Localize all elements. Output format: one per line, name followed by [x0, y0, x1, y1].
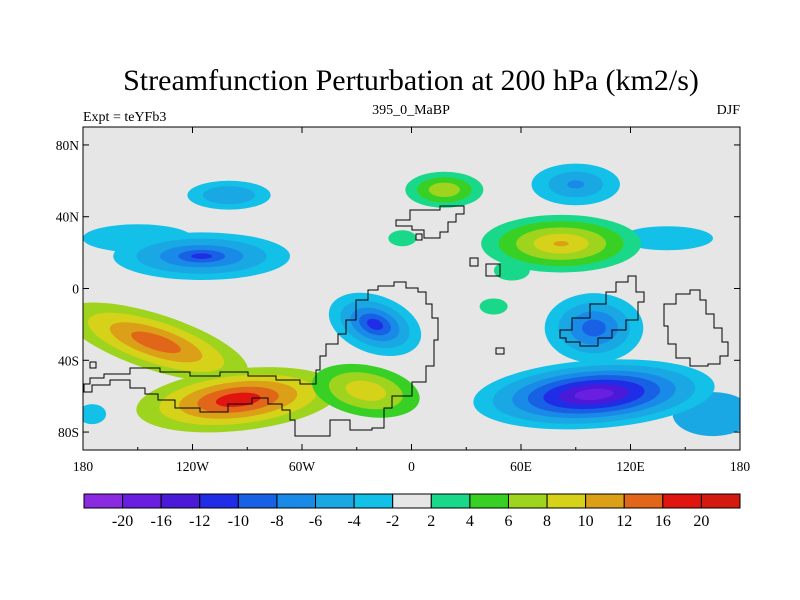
- coastlines: [83, 205, 729, 437]
- contour-level--6: [567, 180, 585, 189]
- colorbar-label: -8: [270, 513, 283, 530]
- contour-north-atlantic-negative: [328, 292, 422, 357]
- x-tick-label: 120W: [176, 459, 209, 474]
- coastline-island-5: [89, 361, 97, 369]
- contour-asia-positive: [481, 214, 642, 273]
- colorbar-swatch: [585, 493, 625, 509]
- contour-band-6: [388, 230, 417, 247]
- contour-band-3: [83, 404, 107, 425]
- colorbar-swatch: [199, 493, 239, 509]
- colorbar-label: -6: [309, 513, 322, 530]
- coastline-island-1: [469, 257, 479, 267]
- x-tick-label: 180: [73, 459, 94, 474]
- colorbar-swatch: [430, 493, 471, 509]
- y-tick-label: 40S: [58, 353, 79, 368]
- contour-level--8: [582, 319, 606, 337]
- x-tick-label: 60W: [289, 459, 316, 474]
- colorbar-label: 8: [543, 513, 551, 530]
- colorbar-label: -20: [112, 513, 133, 530]
- colorbar-swatch: [623, 493, 664, 509]
- y-tick-label: 80S: [58, 425, 79, 440]
- contour-level--16: [574, 388, 614, 401]
- contour-level-12: [131, 331, 181, 354]
- colorbar-label: 20: [693, 513, 709, 530]
- experiment-label: Expt = teYFb3: [83, 110, 166, 125]
- colorbar-label: 16: [655, 513, 671, 530]
- x-tick-label: 120E: [616, 459, 645, 474]
- colorbar-label: -12: [189, 513, 210, 530]
- y-tick-label: 80N: [56, 138, 80, 153]
- y-tick-label: 40N: [56, 210, 80, 225]
- coastline-island-3: [415, 233, 423, 241]
- colorbar-swatch: [83, 493, 124, 509]
- contour-level-10: [553, 240, 569, 247]
- colorbar: -20 -16 -12 -10 -8 -6 -4 -2 2 4 6 8 10 12 16 20: [83, 493, 741, 530]
- contour-south-pacific-positive: [136, 367, 340, 433]
- colorbar-swatch: [507, 493, 548, 509]
- coastline-island-2: [485, 263, 501, 277]
- colorbar-label: 6: [504, 513, 512, 530]
- contour-band-1: [621, 226, 713, 251]
- colorbar-label: -16: [151, 513, 172, 530]
- colorbar-swatch: [315, 493, 355, 509]
- contour-north-pacific-negative: [113, 232, 291, 280]
- coastline-island-4: [495, 347, 505, 355]
- colorbar-swatch: [353, 493, 394, 509]
- colorbar-label: -2: [386, 513, 399, 530]
- contour-level--10: [191, 253, 213, 259]
- colorbar-label: -10: [228, 513, 249, 530]
- contour-level-6: [428, 182, 460, 198]
- colorbar-label: 2: [427, 513, 435, 530]
- colorbar-swatch: [546, 493, 587, 509]
- coastline-australia: [663, 289, 729, 367]
- contour-pacific-sh-positive: [83, 302, 248, 383]
- colorbar-label: 12: [616, 513, 632, 530]
- coastline-africa-asia: [395, 205, 465, 239]
- contour-north-pacific-high-lat-negative: [187, 180, 271, 210]
- colorbar-label: 4: [466, 513, 474, 530]
- contour-level-8: [345, 380, 387, 401]
- contour-arctic-europe-positive: [405, 171, 484, 208]
- contour-level--4: [203, 186, 255, 205]
- colorbar-swatch: [392, 493, 432, 509]
- x-tick-label: 0: [408, 459, 415, 474]
- coastline-indonesia: [559, 275, 645, 347]
- contour-southern-indian-negative: [473, 359, 715, 430]
- chart-title: Streamfunction Perturbation at 200 hPa (…: [123, 64, 699, 97]
- colorbar-swatch: [700, 493, 741, 509]
- colorbar-swatch: [469, 493, 509, 509]
- axis-ticks: 180 120W 60W 0 60E 120E 180 80N 40N 0 40S 80S: [56, 127, 751, 474]
- x-tick-label: 60E: [510, 459, 532, 474]
- contour-north-asia-negative: [531, 163, 620, 206]
- x-tick-label: 180: [730, 459, 751, 474]
- contour-band-5: [479, 298, 508, 315]
- coastline-south-america: [83, 281, 439, 437]
- colorbar-swatch: [662, 493, 702, 509]
- contour-atlantic-sh-positive: [312, 363, 420, 418]
- contour-fills: [83, 163, 740, 437]
- contour-level-16: [215, 392, 261, 407]
- colorbar-swatch: [160, 493, 201, 509]
- colorbar-label: -4: [347, 513, 360, 530]
- season-label: DJF: [717, 103, 741, 118]
- colorbar-swatch: [276, 493, 317, 509]
- colorbar-label: 10: [578, 513, 594, 530]
- colorbar-swatch: [237, 493, 278, 509]
- contour-indian-ocean-negative: [544, 293, 644, 363]
- center-label: 395_0_MaBP: [372, 103, 450, 118]
- colorbar-swatch: [122, 493, 162, 509]
- contour-level--10: [366, 318, 384, 330]
- y-tick-label: 0: [72, 282, 79, 297]
